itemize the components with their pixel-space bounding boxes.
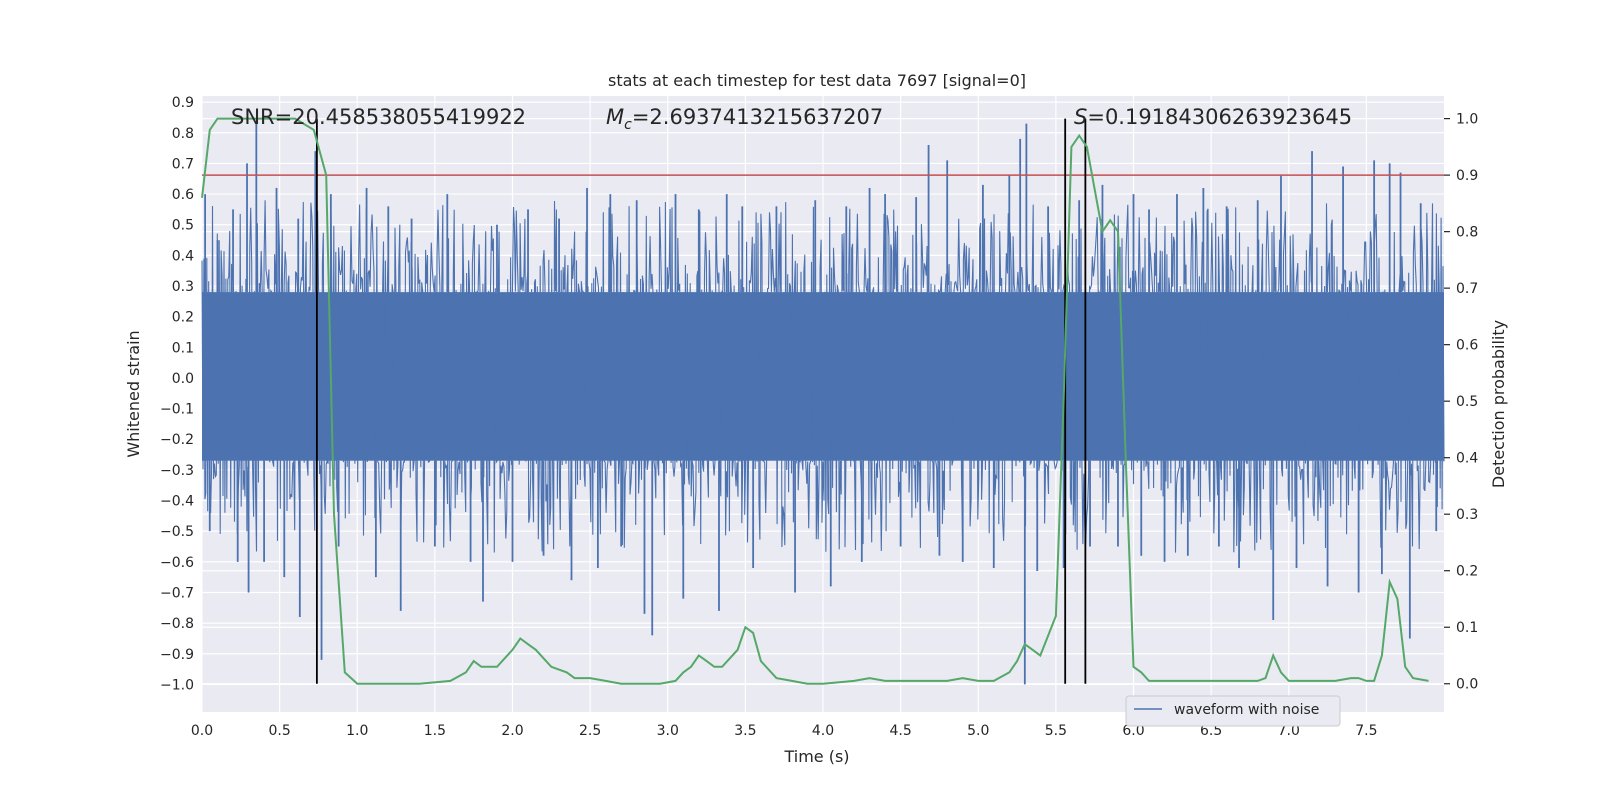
y-axis-ticks: 0.9 0.8 0.7 0.6 0.5 0.4 0.3 0.2 0.1 0.0 −0.1 −0.2 −0… <box>160 95 194 693</box>
y2-axis-title: Detection probability <box>1489 320 1508 488</box>
y-tick-label-16: −0.7 <box>160 585 194 601</box>
legend-box <box>1125 695 1341 727</box>
chirp-mass-symbol: M <box>606 105 624 129</box>
y-tick-label-15: −0.6 <box>160 555 194 571</box>
x-tick-label-9: 4.5 <box>889 723 911 739</box>
chart-title: stats at each timestep for test data 769… <box>608 71 1026 90</box>
y-tick-label-8: 0.1 <box>172 340 194 356</box>
x-tick-label-4: 2.0 <box>501 723 523 739</box>
y-tick-label-12: −0.3 <box>160 463 194 479</box>
legend: waveform with noise <box>1125 695 1341 727</box>
y-axis-title: Whitened strain <box>124 330 143 457</box>
x-tick-label-14: 7.0 <box>1278 723 1300 739</box>
legend-label-waveform: waveform with noise <box>1174 702 1319 718</box>
waveform-line <box>201 200 1445 553</box>
y-tick-label-14: −0.5 <box>160 524 194 540</box>
probability-line <box>201 117 1429 685</box>
y-tick-label-4: 0.5 <box>172 218 194 234</box>
y2-tick-label-4: 0.6 <box>1456 338 1478 354</box>
chirp-mass-annotation: Mc=2.6937413215637207 <box>606 105 883 133</box>
vertical-markers <box>315 118 1087 684</box>
y2-tick-label-9: 0.1 <box>1456 620 1478 636</box>
y-tick-label-18: −0.9 <box>160 647 194 663</box>
y-tick-label-11: −0.2 <box>160 432 194 448</box>
x-tick-label-10: 5.0 <box>967 723 989 739</box>
chirp-mass-subscript: c <box>624 117 632 133</box>
x-tick-label-1: 0.5 <box>268 723 290 739</box>
y-tick-label-10: −0.1 <box>160 402 194 418</box>
y2-tick-label-3: 0.7 <box>1456 281 1478 297</box>
chirp-mass-value: =2.6937413215637207 <box>632 105 883 129</box>
y-tick-label-6: 0.3 <box>172 279 194 295</box>
y2-tick-label-0: 1.0 <box>1456 112 1478 128</box>
y-tick-label-7: 0.2 <box>172 310 194 326</box>
y-tick-label-2: 0.7 <box>172 156 194 172</box>
y-tick-label-5: 0.4 <box>172 248 194 264</box>
x-tick-label-2: 1.0 <box>346 723 368 739</box>
y-tick-label-19: −1.0 <box>160 677 194 693</box>
y2-tick-label-8: 0.2 <box>1456 564 1478 580</box>
s-annotation: S=0.19184306263923645 <box>1074 105 1352 129</box>
x-tick-label-8: 4.0 <box>812 723 834 739</box>
y2-tick-label-10: 0.0 <box>1456 677 1478 693</box>
x-axis-title: Time (s) <box>783 747 849 766</box>
x-tick-label-7: 3.5 <box>734 723 756 739</box>
y-tick-label-1: 0.8 <box>172 126 194 142</box>
x-tick-label-3: 1.5 <box>424 723 446 739</box>
waveform-noise-band <box>202 292 1444 461</box>
y2-tick-label-1: 0.9 <box>1456 168 1478 184</box>
y-tick-label-0: 0.9 <box>172 95 194 111</box>
x-tick-label-13: 6.5 <box>1200 723 1222 739</box>
x-tick-label-12: 6.0 <box>1122 723 1144 739</box>
snr-annotation: SNR=20.458538055419922 <box>231 105 526 129</box>
s-symbol: S <box>1074 105 1087 129</box>
s-value: =0.19184306263923645 <box>1087 105 1352 129</box>
y2-tick-label-2: 0.8 <box>1456 225 1478 241</box>
y-tick-label-9: 0.0 <box>172 371 194 387</box>
y-tick-label-17: −0.8 <box>160 616 194 632</box>
y2-tick-label-5: 0.5 <box>1456 394 1478 410</box>
probability-series <box>201 117 1429 685</box>
x-tick-label-6: 3.0 <box>657 723 679 739</box>
y-tick-label-3: 0.6 <box>172 187 194 203</box>
x-axis-ticks: 0.0 0.5 1.0 1.5 2.0 2.5 3.0 3.5 4.0 4.5 5.0 5.5 6.0 6… <box>191 723 1378 739</box>
x-tick-label-15: 7.5 <box>1355 723 1377 739</box>
x-tick-label-5: 2.5 <box>579 723 601 739</box>
y2-tick-label-7: 0.3 <box>1456 507 1478 523</box>
y-tick-label-13: −0.4 <box>160 494 194 510</box>
y2-axis-ticks: 1.0 0.9 0.8 0.7 0.6 0.5 0.4 0.3 0.2 0.1 0.0 <box>1444 112 1478 693</box>
waveform-series <box>201 123 1445 685</box>
y2-tick-label-6: 0.4 <box>1456 451 1478 467</box>
x-tick-label-11: 5.5 <box>1045 723 1067 739</box>
x-tick-label-0: 0.0 <box>191 723 213 739</box>
